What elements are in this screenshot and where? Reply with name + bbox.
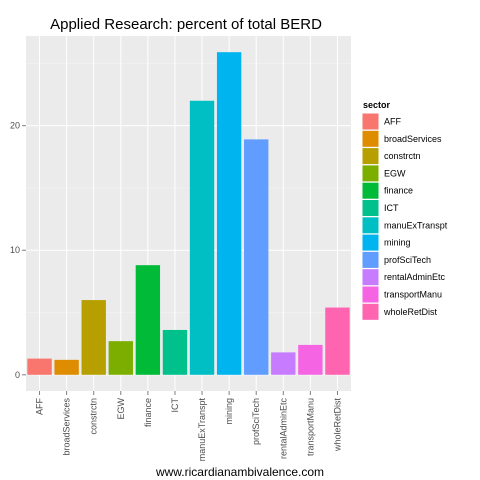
legend-swatch-AFF: [362, 113, 379, 130]
plot-panel: [26, 36, 351, 391]
x-tick-label: mining: [224, 398, 234, 425]
bar-AFF: [27, 358, 52, 375]
y-axis: 0 10 20: [10, 121, 26, 380]
bar-wholeRetDist: [325, 307, 350, 375]
chart-title: Applied Research: percent of total BERD: [50, 16, 322, 33]
legend-swatch-ICT: [362, 200, 379, 216]
legend-swatch-wholeRetDist: [362, 303, 379, 320]
legend-label: ICT: [384, 203, 399, 213]
x-tick-label: wholeRetDist: [332, 398, 342, 453]
bar-transportManu: [298, 344, 323, 375]
bar-broadServices: [54, 359, 79, 375]
x-tick-label: profSciTech: [251, 398, 261, 445]
legend-label: manuExTranspt: [384, 220, 448, 230]
bar-finance: [135, 265, 161, 375]
legend-swatch-transportManu: [362, 286, 379, 303]
y-tick-label: 0: [15, 370, 20, 380]
x-tick-label: constrctn: [89, 398, 99, 435]
x-tick-label: EGW: [116, 397, 126, 419]
legend-swatch-EGW: [362, 165, 379, 182]
legend-label: wholeRetDist: [383, 307, 438, 317]
y-tick-label: 10: [10, 245, 20, 255]
legend-label: transportManu: [384, 290, 442, 300]
x-tick-label: manuExTranspt: [197, 398, 207, 462]
legend-swatch-mining: [362, 234, 379, 251]
x-axis: AFF broadServices constrctn EGW finance ICT ma…: [35, 391, 342, 462]
bar-mining: [216, 52, 242, 375]
legend-swatch-broadServices: [362, 130, 379, 147]
legend-label: mining: [384, 238, 411, 248]
x-tick-label: finance: [143, 398, 153, 427]
legend-label: EGW: [384, 168, 406, 178]
legend-label: finance: [384, 186, 413, 196]
legend-label: AFF: [384, 117, 402, 127]
site-caption: www.ricardianambivalence.com: [155, 465, 324, 479]
legend-title: sector: [363, 100, 391, 110]
bars: [27, 52, 350, 375]
legend-swatch-manuExTranspt: [362, 217, 379, 234]
legend-swatch-profSciTech: [362, 251, 379, 268]
legend-swatch-constrctn: [362, 148, 379, 165]
bar-EGW: [108, 341, 133, 375]
legend: sector AFF broadServices constrctn EGW finan…: [361, 100, 448, 321]
x-tick-label: AFF: [35, 397, 45, 415]
legend-items: AFF broadServices constrctn EGW finance ICT ma…: [361, 112, 448, 321]
x-tick-label: rentalAdminEtc: [278, 398, 288, 460]
x-tick-label: broadServices: [62, 398, 72, 456]
bar-manuExTranspt: [189, 100, 215, 375]
bar-rentalAdminEtc: [271, 352, 296, 375]
legend-label: rentalAdminEtc: [384, 272, 446, 282]
legend-swatch-finance: [362, 182, 379, 199]
bar-constrctn: [81, 300, 106, 375]
legend-label: broadServices: [384, 134, 442, 144]
bar-profSciTech: [244, 139, 269, 375]
legend-label: profSciTech: [384, 255, 431, 265]
legend-swatch-rentalAdminEtc: [362, 269, 379, 286]
legend-label: constrctn: [384, 151, 421, 161]
y-tick-label: 20: [10, 121, 20, 131]
bar-ICT: [162, 329, 188, 375]
x-tick-label: ICT: [170, 398, 180, 413]
x-tick-label: transportManu: [305, 398, 315, 456]
